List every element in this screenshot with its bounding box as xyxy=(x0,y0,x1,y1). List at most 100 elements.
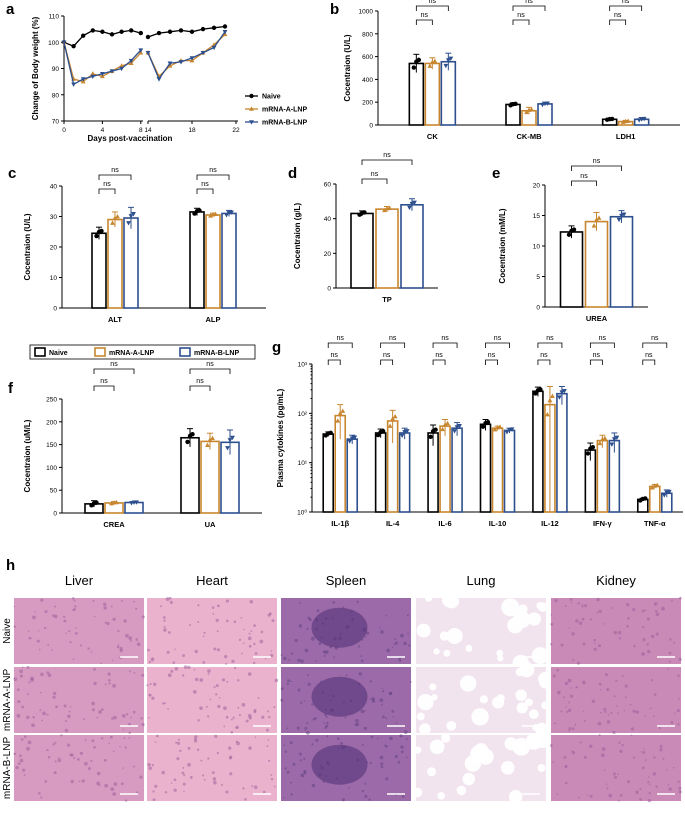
a-point-naive xyxy=(156,30,162,36)
h-texture-liver xyxy=(119,646,123,650)
h-texture-liver xyxy=(100,737,104,740)
h-texture-kidney xyxy=(597,721,602,726)
c-bar-b xyxy=(123,217,139,309)
h-texture-spleen xyxy=(325,716,328,719)
g-bar-a xyxy=(596,439,609,513)
h-texture-heart xyxy=(253,624,256,628)
h-texture-kidney xyxy=(623,709,626,712)
h-texture-kidney xyxy=(564,605,567,608)
d-bar-b xyxy=(400,204,424,289)
h-texture-kidney xyxy=(647,781,650,784)
b-y-tick-label: 200 xyxy=(362,100,373,107)
h-texture-liver xyxy=(23,735,27,738)
f-ns-bracket xyxy=(93,385,115,391)
h-texture-kidney xyxy=(630,734,633,737)
b-point-b xyxy=(636,118,642,123)
h-image-kidney-1 xyxy=(551,667,681,733)
h-texture-heart xyxy=(181,674,185,677)
h-texture-liver xyxy=(39,691,42,694)
c-ns-label: ns xyxy=(209,167,217,174)
h-texture-kidney xyxy=(630,727,635,731)
h-texture-kidney xyxy=(646,617,650,621)
panel-label-e: e xyxy=(492,165,500,182)
h-texture-heart xyxy=(197,621,200,623)
h-texture-heart xyxy=(237,679,240,682)
h-texture-spleen xyxy=(380,762,384,766)
f-y-tick-label: 50 xyxy=(50,488,58,495)
h-texture-heart xyxy=(212,777,217,781)
h-texture-lung xyxy=(539,675,552,689)
h-texture-kidney xyxy=(563,696,566,699)
h-texture-spleen xyxy=(377,737,379,740)
c-category-label: ALT xyxy=(108,315,122,324)
h-texture-heart xyxy=(215,693,218,696)
h-texture-kidney xyxy=(618,637,622,640)
g-point-b xyxy=(609,442,615,447)
g-ns-bracket xyxy=(380,359,394,365)
h-texture-spleen xyxy=(398,659,402,662)
g-point-b xyxy=(504,430,510,435)
h-texture-heart xyxy=(211,606,215,609)
g-point-naive xyxy=(375,432,381,438)
h-texture-lung xyxy=(537,763,546,772)
h-texture-liver xyxy=(31,723,35,728)
g-point-b xyxy=(557,395,562,400)
h-texture-heart xyxy=(164,626,166,628)
h-image-heart-1 xyxy=(147,667,277,733)
h-texture-kidney xyxy=(668,651,672,655)
g-category-label: IL-1β xyxy=(331,519,349,528)
h-texture-kidney xyxy=(677,674,680,678)
h-texture-heart xyxy=(218,696,221,699)
b-ns-bracket xyxy=(415,5,449,11)
h-texture-kidney xyxy=(567,678,572,683)
h-texture-liver xyxy=(15,765,19,770)
g-ns-bracket xyxy=(380,342,406,348)
h-texture-lung xyxy=(414,746,422,754)
h-texture-kidney xyxy=(603,707,607,711)
h-texture-liver xyxy=(13,752,16,756)
d-point-b xyxy=(412,200,417,206)
h-texture-liver xyxy=(92,599,95,602)
h-texture-liver xyxy=(122,767,124,769)
h-texture-liver xyxy=(103,606,107,610)
h-texture-liver xyxy=(26,746,30,751)
h-col-label-kidney: Kidney xyxy=(596,573,636,588)
h-texture-kidney xyxy=(576,661,581,665)
f-ns-label: ns xyxy=(206,361,214,368)
h-texture-liver xyxy=(36,639,40,643)
b-ns-label: ns xyxy=(614,12,622,19)
g-point-a xyxy=(547,397,553,403)
h-texture-liver xyxy=(53,691,57,695)
h-texture-heart xyxy=(197,719,200,722)
b-category-label: LDH1 xyxy=(616,132,636,141)
h-texture-heart xyxy=(148,716,150,719)
g-bar-b xyxy=(346,438,359,513)
g-point-a xyxy=(649,485,655,490)
h-texture-heart xyxy=(240,616,243,619)
h-texture-kidney xyxy=(581,605,584,608)
h-texture-heart xyxy=(242,787,245,790)
h-texture-liver xyxy=(122,728,125,731)
h-texture-heart xyxy=(183,774,186,777)
h-texture-kidney xyxy=(613,772,616,776)
h-texture-liver xyxy=(83,718,86,721)
h-texture-spleen xyxy=(304,729,307,732)
f-point-a xyxy=(205,442,210,447)
h-texture-spleen xyxy=(361,789,365,793)
h-texture-spleen xyxy=(314,717,317,720)
h-texture-liver xyxy=(108,742,110,745)
h-texture-liver xyxy=(34,610,36,613)
h-texture-liver xyxy=(46,713,49,716)
a-point-naive xyxy=(129,28,134,33)
h-texture-lung xyxy=(509,790,523,804)
h-texture-kidney xyxy=(624,684,628,688)
c-point-b xyxy=(131,212,136,217)
panel-label-b: b xyxy=(330,1,339,18)
h-texture-heart xyxy=(203,779,206,781)
h-texture-spleen xyxy=(365,636,367,638)
c-ns-bracket xyxy=(196,174,230,180)
h-texture-liver xyxy=(79,644,83,647)
c-category-label: ALP xyxy=(206,315,221,324)
chart-a: 70 80 90 100 110 0 4 8 14 18 22 Days post-vaccinati… xyxy=(31,14,307,144)
g-category-label: IL-6 xyxy=(438,519,451,528)
